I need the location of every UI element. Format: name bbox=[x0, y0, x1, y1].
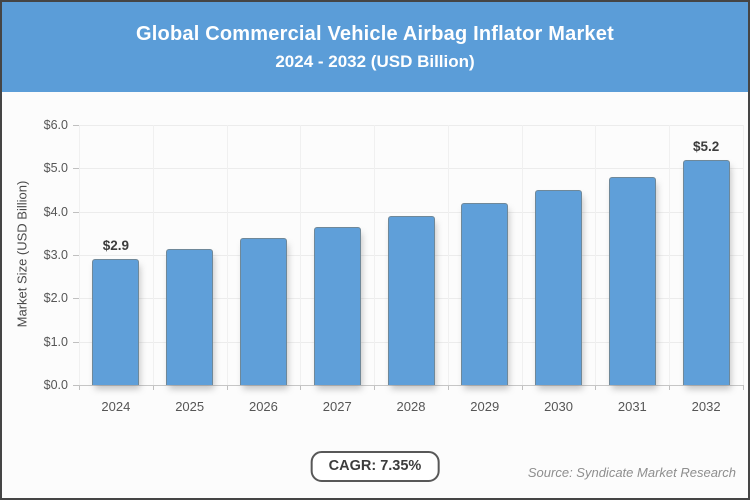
y-tick-label: $3.0 bbox=[43, 248, 68, 262]
y-tick-mark bbox=[73, 168, 79, 170]
gridline-vertical bbox=[595, 125, 597, 385]
bar-2031 bbox=[608, 177, 656, 385]
bar-2024 bbox=[92, 259, 140, 385]
x-tick-label-2024: 2024 bbox=[101, 399, 131, 414]
x-tick-mark bbox=[374, 385, 376, 390]
y-tick-label: $6.0 bbox=[43, 118, 68, 132]
y-tick-mark bbox=[73, 211, 79, 213]
plot-area: $2.9 $5.2 bbox=[79, 125, 744, 386]
gridline-horizontal bbox=[79, 211, 743, 213]
x-tick-mark bbox=[521, 385, 523, 390]
source-text: Source: Syndicate Market Research bbox=[527, 465, 736, 480]
bar-2030 bbox=[535, 190, 583, 385]
y-tick-label: $1.0 bbox=[43, 334, 68, 349]
y-tick-label: $4.0 bbox=[43, 204, 68, 219]
y-tick-mark bbox=[73, 125, 79, 126]
y-tick-mark bbox=[73, 298, 79, 300]
bar-2028 bbox=[387, 216, 435, 385]
x-tick-mark bbox=[669, 385, 671, 390]
x-tick-mark bbox=[743, 385, 744, 390]
gridline-vertical bbox=[669, 125, 671, 385]
gridline-vertical bbox=[521, 125, 523, 385]
cagr-badge: CAGR: 7.35% bbox=[310, 451, 440, 482]
x-axis-line bbox=[79, 385, 743, 386]
gridline-vertical bbox=[447, 125, 449, 385]
x-tick-mark bbox=[152, 385, 154, 390]
chart-subtitle: 2024 - 2032 (USD Billion) bbox=[275, 51, 475, 71]
bar-2026 bbox=[239, 237, 287, 385]
bar-2025 bbox=[166, 248, 214, 385]
x-tick-mark bbox=[300, 385, 302, 390]
x-tick-label-2026: 2026 bbox=[248, 399, 278, 414]
bar-2029 bbox=[461, 203, 509, 385]
bar-2032 bbox=[682, 159, 730, 385]
gridline-horizontal bbox=[79, 168, 743, 170]
y-tick-label: $0.0 bbox=[43, 378, 68, 392]
bar-value-label: $2.9 bbox=[102, 238, 130, 254]
x-tick-label-2030: 2030 bbox=[544, 399, 573, 414]
y-tick-label: $2.0 bbox=[43, 291, 68, 306]
x-tick-label-2028: 2028 bbox=[396, 399, 426, 414]
y-tick-mark bbox=[73, 255, 79, 256]
gridline-vertical bbox=[79, 125, 80, 385]
x-tick-mark bbox=[226, 385, 228, 390]
gridline-vertical bbox=[152, 125, 154, 385]
y-tick-label: $5.0 bbox=[43, 161, 68, 176]
x-tick-mark bbox=[79, 385, 80, 390]
x-tick-label-2027: 2027 bbox=[322, 399, 352, 414]
x-tick-label-2032: 2032 bbox=[691, 399, 721, 414]
chart-header: Global Commercial Vehicle Airbag Inflato… bbox=[2, 2, 748, 92]
y-tick-mark bbox=[73, 341, 79, 343]
gridline-horizontal bbox=[79, 125, 743, 126]
x-tick-label-2029: 2029 bbox=[470, 399, 500, 414]
bar-2027 bbox=[313, 226, 361, 385]
x-tick-label-2031: 2031 bbox=[617, 399, 647, 414]
gridline-vertical bbox=[300, 125, 302, 385]
chart-title: Global Commercial Vehicle Airbag Inflato… bbox=[136, 22, 614, 45]
gridline-vertical bbox=[226, 125, 228, 385]
gridline-vertical bbox=[743, 125, 744, 385]
x-tick-mark bbox=[595, 385, 597, 390]
y-tick-mark bbox=[73, 385, 79, 386]
gridline-vertical bbox=[374, 125, 376, 385]
bar-value-label: $5.2 bbox=[692, 138, 720, 154]
x-tick-label-2025: 2025 bbox=[175, 399, 205, 414]
x-tick-mark bbox=[447, 385, 449, 390]
